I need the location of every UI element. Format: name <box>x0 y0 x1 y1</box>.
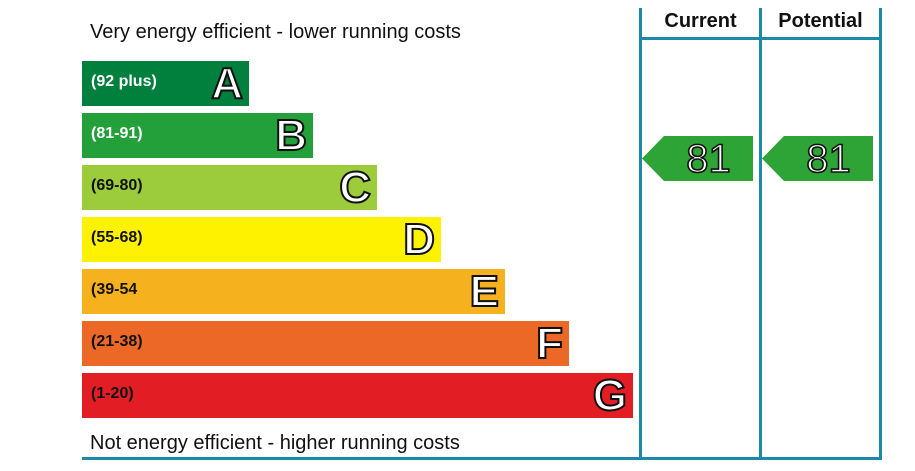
band-range: (39-54 <box>91 281 138 298</box>
arrow-polygon <box>642 136 753 181</box>
bottom-caption: Not energy efficient - higher running co… <box>90 432 460 454</box>
band-range: (55-68) <box>91 229 143 246</box>
band-range: (69-80) <box>91 177 143 194</box>
column-divider <box>639 8 642 460</box>
potential-rating-value: 81 <box>805 136 851 182</box>
band-letter: C <box>338 163 372 212</box>
arrow-polygon <box>762 136 873 181</box>
band-range: (1-20) <box>91 385 134 402</box>
potential-header: Potential <box>778 10 863 32</box>
column-divider <box>879 8 882 460</box>
arrow-shape <box>762 136 873 181</box>
band-letter: F <box>535 319 564 368</box>
band-bar-d: (55-68) D <box>82 215 441 264</box>
potential-rating-arrow: 81 <box>762 136 873 182</box>
band-letter: A <box>210 59 244 108</box>
current-rating-value: 81 <box>685 136 731 182</box>
band-bar-b: (81-91) B <box>82 111 313 160</box>
band-bar-a: (92 plus) A <box>82 59 249 108</box>
band-bar-c: (69-80) C <box>82 163 377 212</box>
band-letter: E <box>469 267 500 316</box>
top-caption: Very energy efficient - lower running co… <box>90 21 461 43</box>
band-bar-e: (39-54 E <box>82 267 505 316</box>
band-range: (92 plus) <box>91 73 157 90</box>
band-letter: B <box>274 111 308 160</box>
current-rating-arrow: 81 <box>642 136 753 182</box>
band-bar-g: (1-20) G <box>82 371 633 420</box>
band-letter: D <box>402 215 436 264</box>
band-range: (21-38) <box>91 333 143 350</box>
bottom-rule <box>82 457 882 460</box>
current-header: Current <box>664 10 737 32</box>
band-bar-f: (21-38) F <box>82 319 569 368</box>
band-range: (81-91) <box>91 125 143 142</box>
arrow-shape <box>642 136 753 181</box>
band-letter: G <box>592 371 628 420</box>
column-divider <box>759 8 762 460</box>
